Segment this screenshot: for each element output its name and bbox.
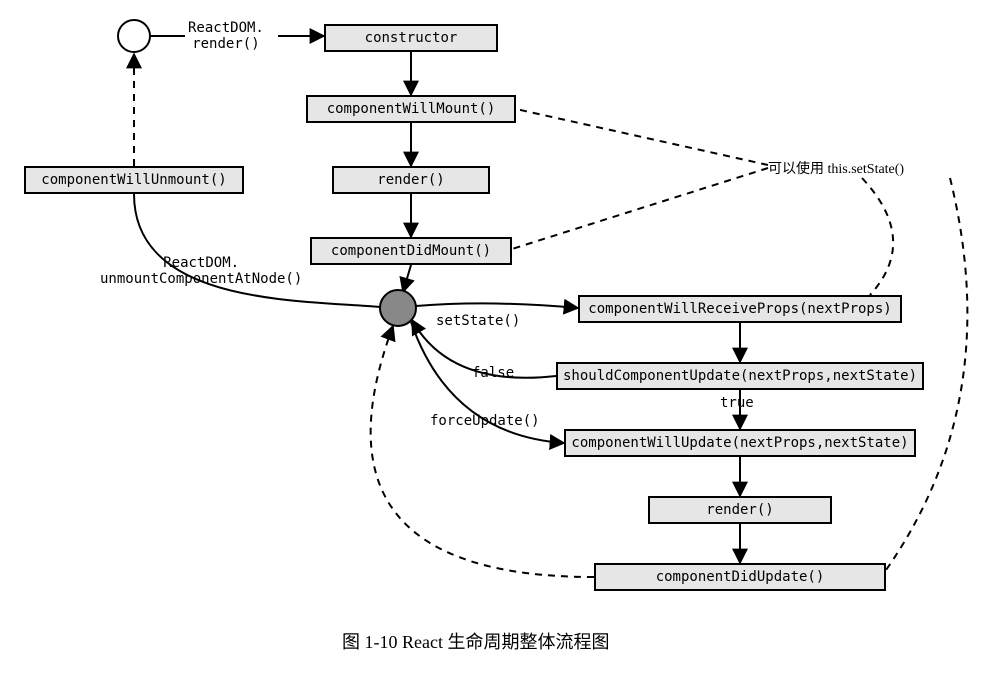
start-circle-icon xyxy=(118,20,150,52)
node-componentWillMount: componentWillMount() xyxy=(306,95,516,123)
edge-annot_to_cwm xyxy=(516,109,768,165)
node-componentWillUpdate: componentWillUpdate(nextProps,nextState) xyxy=(564,429,916,457)
edge-cdm_to_hub xyxy=(403,265,411,292)
label-setState: setState() xyxy=(436,313,520,329)
edge-annot_to_cwrp xyxy=(862,178,893,295)
hub-circle-icon xyxy=(380,290,416,326)
label-reactdom-unmount: ReactDOM. unmountComponentAtNode() xyxy=(100,255,302,287)
node-componentDidUpdate: componentDidUpdate() xyxy=(594,563,886,591)
node-render-mount: render() xyxy=(332,166,490,194)
node-constructor: constructor xyxy=(324,24,498,52)
edge-annot_to_cdm xyxy=(512,168,768,249)
edge-hub_to_cwrp xyxy=(416,303,578,308)
label-forceUpdate: forceUpdate() xyxy=(430,413,540,429)
node-componentWillReceiveProps: componentWillReceiveProps(nextProps) xyxy=(578,295,902,323)
label-false: false xyxy=(472,365,514,381)
node-shouldComponentUpdate: shouldComponentUpdate(nextProps,nextStat… xyxy=(556,362,924,390)
node-componentWillUnmount: componentWillUnmount() xyxy=(24,166,244,194)
label-reactdom-render: ReactDOM. render() xyxy=(188,20,264,52)
label-annotation: 可以使用 this.setState() xyxy=(768,158,904,178)
node-render-update: render() xyxy=(648,496,832,524)
node-componentDidMount: componentDidMount() xyxy=(310,237,512,265)
figure-caption: 图 1-10 React 生命周期整体流程图 xyxy=(342,628,609,654)
label-true: true xyxy=(720,395,754,411)
